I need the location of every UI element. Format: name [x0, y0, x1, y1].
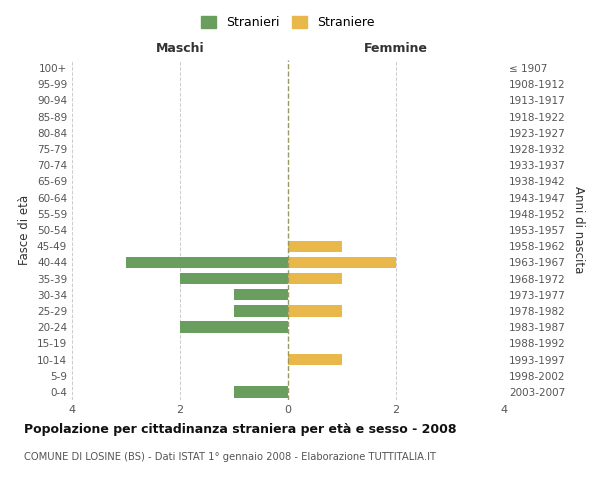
Bar: [180, 322, 288, 333]
Bar: [180, 273, 288, 284]
Y-axis label: Fasce di età: Fasce di età: [19, 195, 31, 265]
Bar: [288, 273, 342, 284]
Text: COMUNE DI LOSINE (BS) - Dati ISTAT 1° gennaio 2008 - Elaborazione TUTTITALIA.IT: COMUNE DI LOSINE (BS) - Dati ISTAT 1° ge…: [24, 452, 436, 462]
Bar: [234, 289, 288, 300]
Bar: [288, 354, 342, 365]
Text: Popolazione per cittadinanza straniera per età e sesso - 2008: Popolazione per cittadinanza straniera p…: [24, 422, 457, 436]
Bar: [288, 306, 342, 316]
Legend: Stranieri, Straniere: Stranieri, Straniere: [196, 11, 380, 34]
Bar: [126, 256, 288, 268]
Bar: [234, 386, 288, 398]
Bar: [234, 306, 288, 316]
Y-axis label: Anni di nascita: Anni di nascita: [572, 186, 585, 274]
Bar: [288, 240, 342, 252]
Bar: [288, 256, 396, 268]
